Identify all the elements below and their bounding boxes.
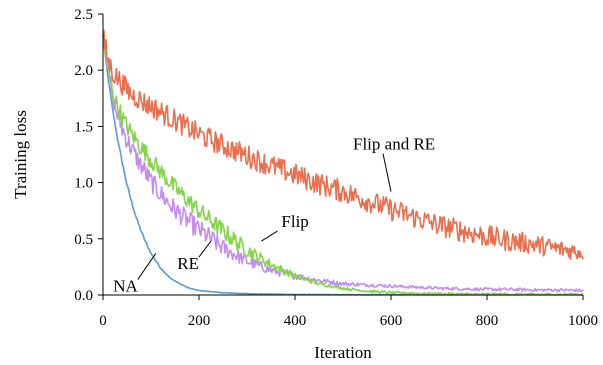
x-tick-label: 800: [476, 313, 499, 329]
x-tick-label: 1000: [568, 313, 598, 329]
y-tick-label: 1.5: [74, 119, 93, 135]
series-annotations: NA RE Flip Flip and RE: [113, 135, 435, 296]
y-tick-label: 2.0: [74, 63, 93, 79]
annotation-leader: [261, 230, 278, 242]
annotation-label: NA: [113, 276, 138, 295]
annotation-leader: [382, 153, 392, 192]
series-lines: [102, 29, 584, 296]
x-tick-label: 200: [188, 313, 211, 329]
annotation-label: Flip: [281, 212, 308, 231]
y-tick-label: 2.5: [74, 7, 93, 23]
tick-labels: 0.0 0.5 1.0 1.5 2.0 2.5 0 200 400 600 800 1000: [74, 7, 598, 329]
annotation-label: Flip and RE: [353, 135, 435, 154]
y-tick-label: 0.5: [74, 232, 93, 248]
x-tick-label: 400: [284, 313, 307, 329]
series-line-flip: [102, 35, 584, 296]
annotation-leader: [137, 253, 157, 280]
series-line-re: [102, 44, 584, 293]
series-line-na: [102, 36, 583, 296]
annotation-leader: [198, 240, 212, 258]
y-axis-title: Training loss: [11, 110, 30, 199]
series-line-flip-and-re: [102, 29, 584, 261]
axes: [102, 14, 583, 296]
annotation-label: RE: [177, 254, 199, 273]
y-tick-label: 0.0: [74, 288, 93, 304]
x-tick-label: 0: [99, 313, 107, 329]
x-tick-label: 600: [380, 313, 403, 329]
y-tick-label: 1.0: [74, 176, 93, 192]
x-axis-title: Iteration: [314, 343, 372, 362]
